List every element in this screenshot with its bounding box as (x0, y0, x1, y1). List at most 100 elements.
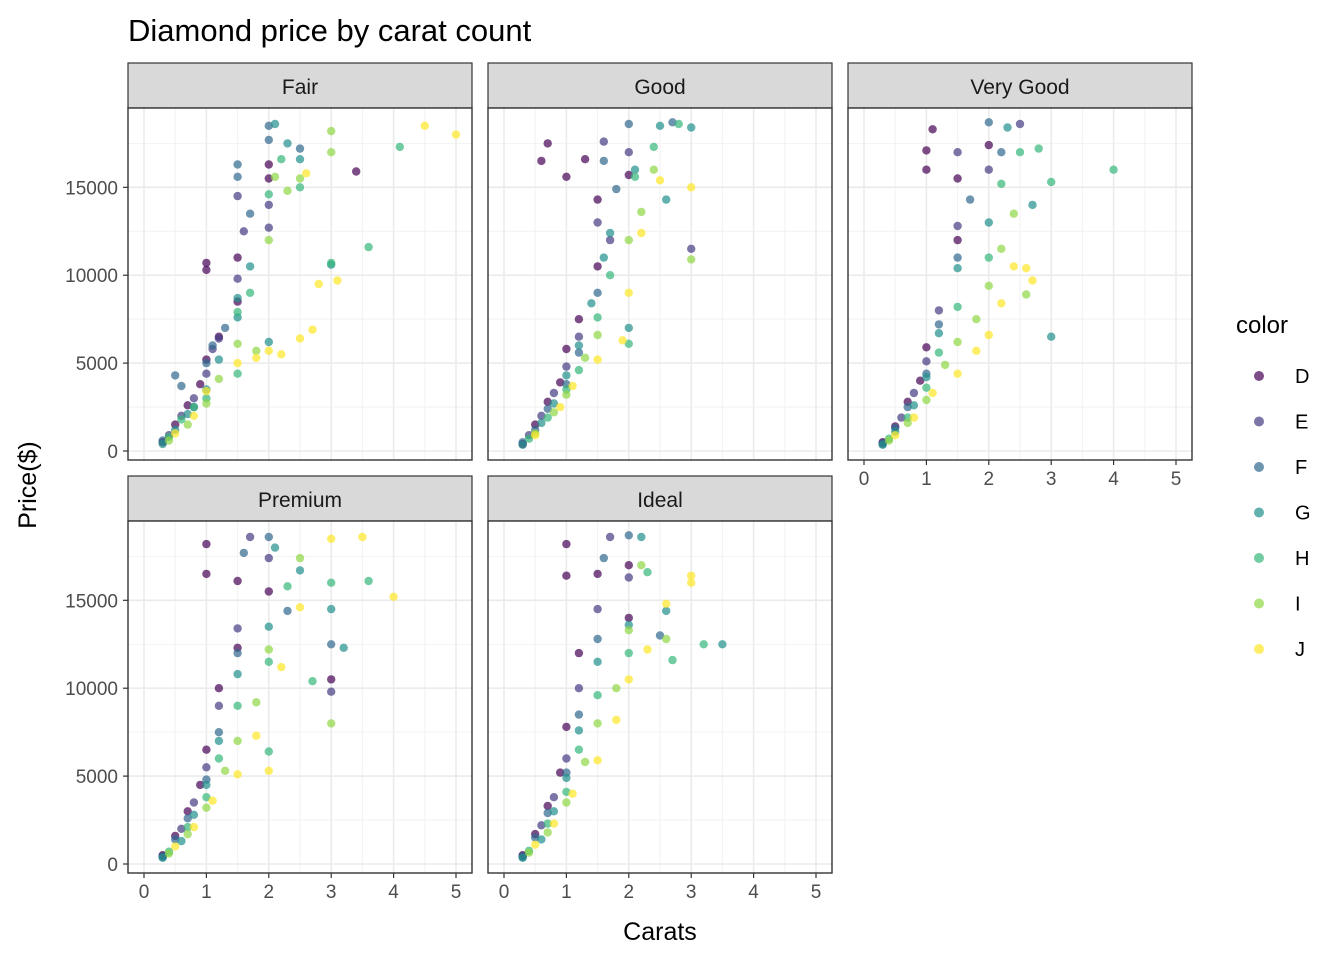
point-I (580, 353, 590, 362)
point-H (997, 179, 1006, 188)
point-J (233, 358, 242, 368)
point-G (202, 780, 211, 790)
facet-strip-ideal (487, 475, 833, 522)
facet-label-ideal: Ideal (637, 489, 683, 512)
point-J (389, 592, 398, 601)
point-H (624, 648, 633, 658)
point-J (1021, 264, 1031, 273)
x-tick-label: 1 (561, 882, 572, 903)
point-D (202, 265, 211, 275)
points (518, 531, 727, 862)
point-D (352, 167, 361, 176)
point-F (327, 640, 336, 649)
point-E (687, 244, 696, 253)
legend-label-D: D (1295, 366, 1309, 388)
point-G (177, 836, 186, 846)
point-D (202, 569, 211, 579)
point-D (233, 253, 242, 262)
facet-strip-very-good (847, 62, 1193, 109)
point-D (593, 262, 602, 271)
point-E (264, 223, 273, 232)
point-H (922, 383, 931, 392)
point-F (599, 553, 608, 563)
point-I (202, 399, 211, 408)
points (158, 532, 398, 862)
facet-label-premium: Premium (258, 489, 342, 512)
point-I (252, 346, 261, 355)
point-H (264, 657, 273, 666)
point-H (984, 253, 993, 262)
point-J (189, 411, 199, 420)
point-D (922, 165, 931, 174)
point-H (699, 640, 708, 649)
legend-key-I (1254, 598, 1264, 609)
point-I (649, 165, 658, 174)
point-J (637, 228, 646, 238)
point-I (903, 418, 912, 428)
point-G (662, 195, 671, 204)
point-G (599, 253, 608, 262)
point-I (233, 339, 242, 348)
point-D (327, 675, 336, 684)
point-I (637, 561, 646, 570)
point-G (158, 439, 167, 449)
point-F (264, 135, 273, 145)
point-D (984, 140, 993, 150)
point-E (605, 532, 615, 542)
point-F (624, 531, 633, 540)
point-F (171, 371, 180, 380)
point-J (314, 279, 323, 289)
point-J (593, 355, 602, 364)
point-H (202, 793, 211, 802)
legend-label-H: H (1295, 548, 1309, 570)
facet-label-fair: Fair (282, 76, 318, 99)
point-E (189, 798, 199, 807)
legend-key-H (1254, 553, 1264, 563)
point-F (214, 728, 224, 737)
point-D (562, 172, 571, 181)
facet-label-good: Good (634, 76, 685, 99)
point-I (202, 803, 211, 812)
point-E (327, 687, 336, 696)
points (518, 118, 696, 449)
point-H (934, 348, 944, 357)
point-H (593, 691, 602, 700)
point-I (295, 553, 305, 563)
facet-panel-premium: Premium 0 5000 10000 15000 0 1 2 3 4 5 (65, 475, 473, 903)
legend: color D E F G H I J (1236, 312, 1311, 661)
point-J (568, 381, 577, 391)
point-D (922, 343, 931, 352)
point-F (264, 532, 273, 542)
point-J (531, 431, 540, 440)
point-G (662, 606, 671, 616)
point-F (984, 118, 993, 127)
point-J (643, 645, 652, 654)
point-J (655, 176, 665, 185)
point-I (220, 766, 230, 775)
legend-label-F: F (1295, 457, 1307, 479)
y-tick-label: 0 (107, 855, 118, 876)
point-G (624, 323, 633, 333)
point-G (264, 622, 273, 631)
point-G (574, 726, 584, 735)
point-H (605, 271, 615, 280)
point-F (233, 648, 242, 658)
point-I (264, 235, 273, 245)
facet-panel-very-good: Very Good 0 1 2 3 4 5 (847, 62, 1193, 490)
point-D (202, 539, 211, 549)
point-F (233, 172, 242, 181)
panel-border (127, 107, 473, 461)
point-H (624, 339, 633, 348)
point-F (593, 634, 602, 644)
point-J (909, 413, 919, 422)
x-tick-label: 4 (388, 882, 399, 903)
point-G (687, 123, 696, 132)
point-G (270, 543, 280, 552)
point-J (252, 731, 261, 740)
point-G (630, 165, 640, 174)
point-G (518, 440, 527, 449)
point-E (624, 573, 633, 582)
point-H (1015, 148, 1025, 157)
